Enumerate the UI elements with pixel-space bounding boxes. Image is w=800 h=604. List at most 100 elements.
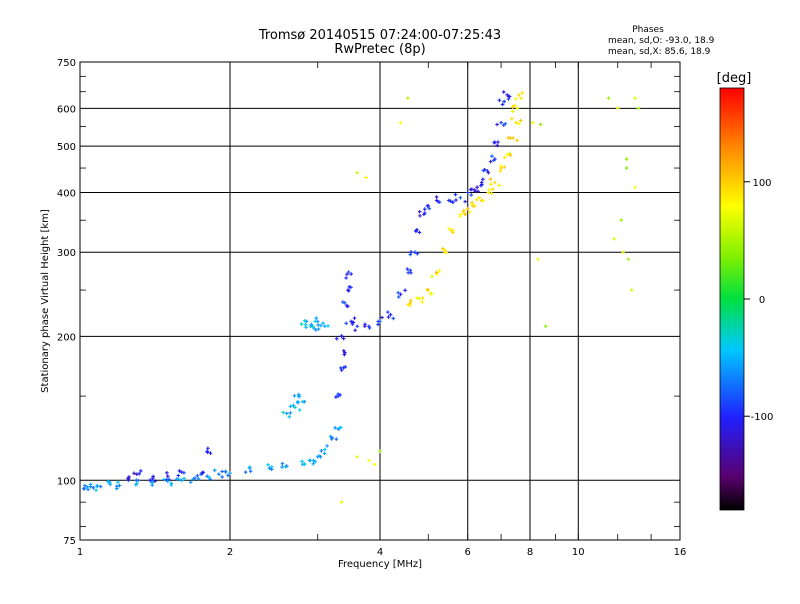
data-point bbox=[408, 268, 413, 273]
colorbar-tick-label: -100 bbox=[751, 412, 774, 423]
y-tick-label: 100 bbox=[57, 476, 76, 487]
data-point bbox=[288, 404, 293, 409]
data-point bbox=[499, 120, 503, 125]
data-point bbox=[288, 411, 293, 415]
data-point bbox=[391, 316, 396, 321]
data-point bbox=[344, 276, 348, 280]
data-point bbox=[520, 91, 525, 95]
data-point bbox=[86, 487, 90, 492]
data-point bbox=[376, 319, 381, 324]
phase-o-stats: mean, sd,O: -93.0, 18.9 bbox=[608, 36, 715, 46]
data-point bbox=[492, 158, 496, 163]
data-point bbox=[495, 122, 499, 127]
data-point bbox=[508, 153, 513, 158]
data-point bbox=[461, 209, 466, 214]
data-point bbox=[481, 177, 485, 182]
data-point bbox=[126, 477, 131, 481]
data-point bbox=[476, 189, 480, 194]
data-point bbox=[115, 484, 119, 489]
data-point bbox=[316, 323, 320, 327]
data-point bbox=[322, 451, 327, 456]
phase-x-stats: mean, sd,X: 85.6, 18.9 bbox=[608, 47, 711, 57]
data-point bbox=[85, 485, 89, 489]
series-low-layer-trace bbox=[81, 425, 343, 492]
data-point bbox=[489, 182, 493, 187]
data-point bbox=[468, 210, 472, 214]
data-point bbox=[420, 300, 425, 304]
data-point bbox=[352, 316, 357, 320]
data-point bbox=[501, 90, 506, 94]
data-point bbox=[281, 410, 285, 415]
data-point bbox=[220, 475, 225, 479]
data-point bbox=[409, 298, 413, 303]
data-point bbox=[518, 118, 523, 123]
data-point bbox=[425, 204, 430, 208]
data-point bbox=[283, 464, 288, 469]
data-point bbox=[512, 103, 517, 108]
data-point bbox=[169, 481, 174, 486]
data-point bbox=[465, 190, 470, 195]
data-point bbox=[448, 199, 453, 203]
data-point bbox=[337, 426, 342, 430]
data-point bbox=[338, 393, 342, 397]
data-point bbox=[498, 169, 503, 173]
data-point bbox=[386, 310, 390, 314]
data-point bbox=[434, 195, 439, 199]
data-point bbox=[334, 395, 338, 399]
data-point bbox=[292, 394, 297, 398]
data-point bbox=[489, 191, 494, 196]
data-point bbox=[380, 315, 384, 320]
data-point bbox=[398, 292, 403, 297]
data-point bbox=[311, 462, 316, 466]
y-tick-label: 200 bbox=[57, 332, 76, 343]
data-point bbox=[485, 169, 490, 173]
data-point bbox=[378, 449, 382, 454]
data-point bbox=[423, 211, 427, 215]
phase-heading: Phases bbox=[632, 25, 664, 35]
data-point bbox=[458, 214, 462, 218]
data-point bbox=[367, 326, 372, 330]
data-point bbox=[266, 463, 270, 467]
series-f1-o-mode-low bbox=[334, 90, 512, 399]
data-point bbox=[208, 477, 212, 482]
data-point bbox=[243, 470, 248, 474]
data-point bbox=[398, 120, 403, 125]
data-point bbox=[287, 415, 292, 419]
data-point bbox=[350, 322, 355, 326]
data-point bbox=[302, 319, 307, 323]
data-point bbox=[488, 159, 493, 164]
data-point bbox=[179, 470, 184, 474]
x-tick-label: 6 bbox=[465, 547, 471, 558]
data-point bbox=[280, 461, 285, 466]
data-point bbox=[463, 199, 467, 204]
data-point bbox=[406, 270, 410, 275]
data-point bbox=[347, 284, 352, 289]
data-point bbox=[463, 212, 468, 216]
colorbar-ticks: 100 0 -100 bbox=[744, 178, 773, 423]
data-point bbox=[427, 206, 432, 211]
data-point bbox=[302, 399, 307, 404]
y-tick-label: 750 bbox=[57, 58, 76, 69]
data-point bbox=[406, 302, 410, 307]
data-point bbox=[284, 411, 289, 416]
data-point bbox=[403, 288, 407, 293]
data-point bbox=[150, 483, 155, 487]
data-point bbox=[212, 468, 217, 473]
data-point bbox=[106, 479, 111, 484]
data-point bbox=[429, 292, 434, 296]
colorbar-label: [deg] bbox=[717, 71, 752, 86]
data-point bbox=[208, 451, 213, 456]
data-point bbox=[475, 185, 479, 189]
data-point bbox=[471, 204, 475, 208]
data-point bbox=[349, 272, 353, 276]
data-point bbox=[346, 288, 351, 293]
data-point bbox=[228, 471, 232, 475]
data-point bbox=[430, 274, 434, 279]
data-point bbox=[606, 96, 611, 100]
data-point bbox=[502, 99, 506, 104]
data-point bbox=[346, 270, 351, 274]
data-point bbox=[515, 106, 520, 111]
data-points bbox=[81, 90, 641, 504]
y-tick-label: 600 bbox=[57, 104, 76, 115]
data-point bbox=[314, 328, 318, 332]
